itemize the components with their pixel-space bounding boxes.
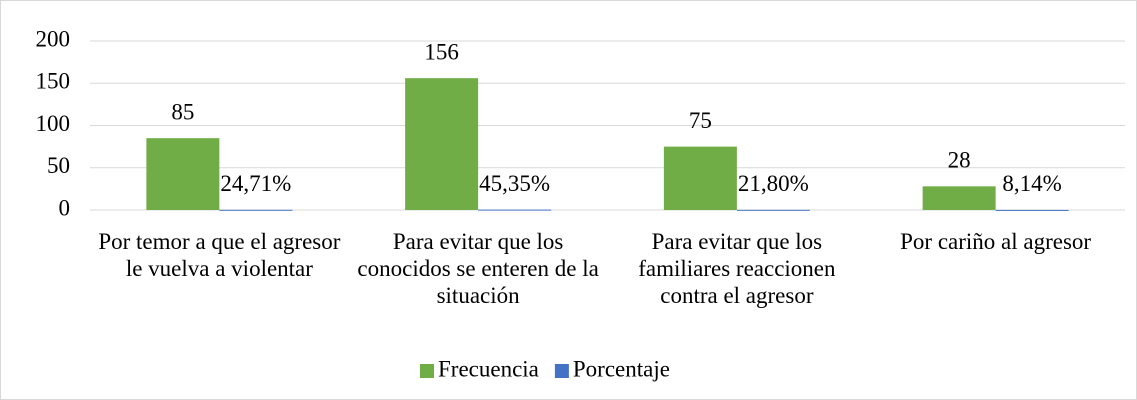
legend-swatch [420,364,434,378]
y-tick-label: 50 [47,153,70,178]
x-tick-label: Para evitar que los familiares reaccione… [638,229,836,308]
x-tick-label-box: Para evitar que los familiares reaccione… [638,229,836,308]
y-tick-label: 0 [59,195,71,220]
x-tick-label: Por temor a que el agresor le vuelva a v… [98,229,341,281]
x-tick-label-box: Para evitar que los conocidos se enteren… [357,229,599,308]
bar [478,209,552,211]
legend-label: Frecuencia [438,356,539,381]
bar [663,146,737,210]
bar [736,209,810,211]
bar [146,138,220,210]
data-label: 24,71% [220,171,291,196]
x-tick-label-box: Por temor a que el agresor le vuelva a v… [98,229,341,281]
bar [219,209,293,211]
legend-swatch [554,364,569,378]
y-tick-label: 200 [36,26,71,51]
legend-label: Porcentaje [573,356,670,381]
data-label: 28 [948,148,971,173]
data-label: 85 [171,99,194,124]
data-label: 21,80% [738,171,809,196]
x-tick-label-box: Por cariño al agresor [900,229,1092,254]
y-tick-label: 150 [36,69,71,94]
y-tick-label: 100 [36,111,71,136]
x-tick-label: Para evitar que los conocidos se enteren… [357,229,599,308]
data-label: 156 [424,39,459,64]
bar [405,78,479,211]
bar [922,186,996,210]
x-tick-label: Por cariño al agresor [900,229,1092,254]
data-label: 8,14% [1002,171,1061,196]
data-label: 75 [689,108,712,133]
bar [995,209,1069,211]
data-label: 45,35% [479,171,550,196]
